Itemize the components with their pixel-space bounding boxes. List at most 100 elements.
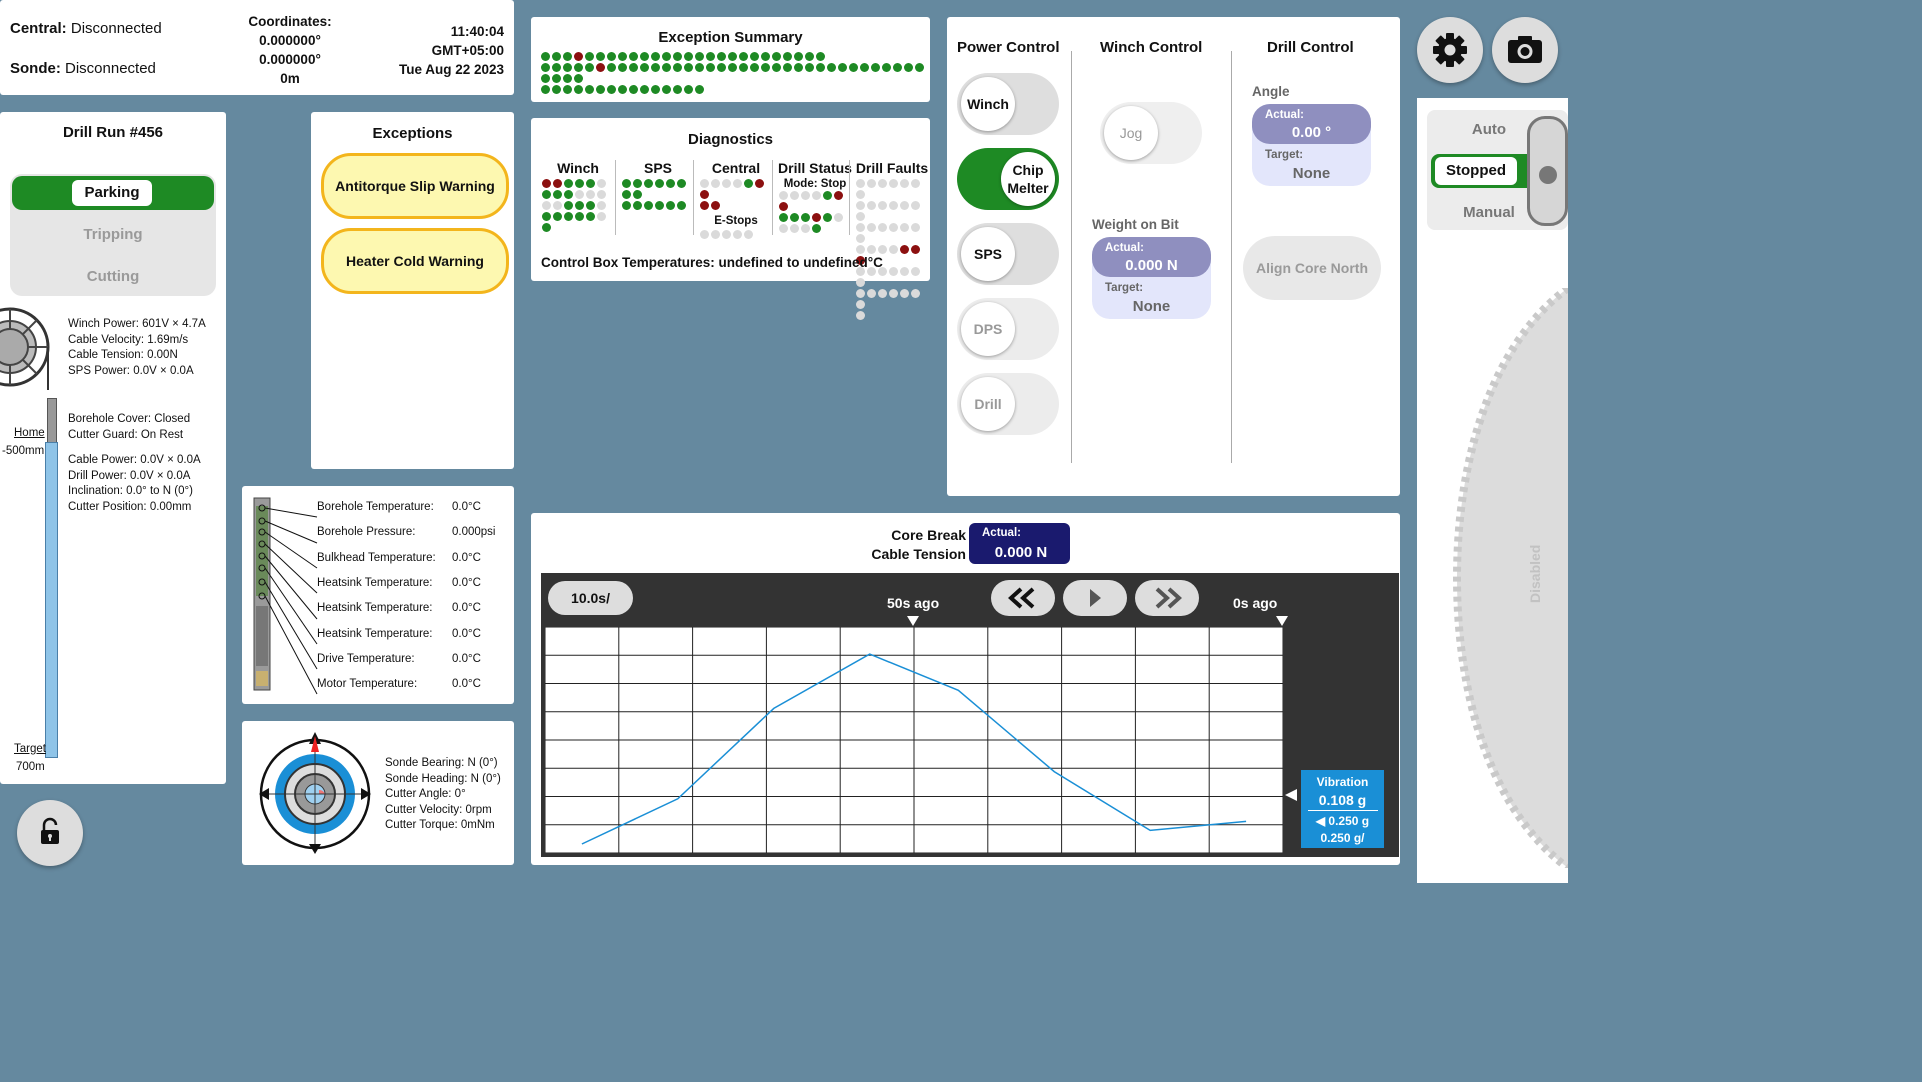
mode-switch[interactable]: Auto Stopped Manual [1427,110,1568,230]
exception-antitorque-slip[interactable]: Antitorque Slip Warning [321,153,509,219]
status-dot [575,179,584,188]
status-dot [867,267,876,276]
status-dot [596,52,605,61]
settings-button[interactable] [1417,17,1483,83]
status-dot-row [541,211,617,222]
status-dot [597,179,606,188]
status-dot [900,245,909,254]
winch-jog-toggle[interactable]: Jog [1100,102,1202,164]
status-dot [655,179,664,188]
status-dot-row [540,51,930,62]
fast-forward-button[interactable] [1135,580,1199,616]
status-dot [542,201,551,210]
diagnostics-column-label: Drill Faults [855,160,929,176]
exception-summary-dots[interactable] [540,51,930,95]
status-dot [564,212,573,221]
power-winch-toggle[interactable]: Winch [957,73,1059,135]
status-dot [856,179,865,188]
status-dot [911,245,920,254]
power-drill-toggle[interactable]: Drill [957,373,1059,435]
status-dot [695,52,704,61]
lock-icon [41,817,59,844]
status-dot [856,223,865,232]
mode-slider[interactable] [1527,116,1568,226]
status-dot [856,234,865,243]
status-dot [779,191,788,200]
e-stops-label: E-Stops [714,215,758,227]
mode-cutting[interactable]: Cutting [86,268,140,285]
status-dot [856,311,865,320]
diagnostics-column[interactable]: SPS [619,160,697,211]
drill-run-title: Drill Run #456 [62,124,164,141]
status-dot [542,179,551,188]
status-dot [878,201,887,210]
time-scale-button[interactable]: 10.0s/ [548,581,633,615]
sensor-row: Heatsink Temperature: 0.0°C [317,577,481,589]
divider [1231,51,1232,463]
sensors-panel: Borehole Temperature: 0.0°C Borehole Pres… [242,486,514,704]
power-control-title: Power Control [957,39,1060,56]
status-dot [553,212,562,221]
status-dot [666,179,675,188]
diagnostics-column[interactable]: Winch [539,160,617,233]
power-chip-melter-toggle[interactable]: Chip Melter [957,148,1059,210]
divider [615,160,616,235]
status-dot [717,63,726,72]
status-dot [867,223,876,232]
status-dot [695,85,704,94]
mode-stopped[interactable]: Stopped [1435,157,1517,185]
mode-manual[interactable]: Manual [1463,204,1515,221]
status-dot [739,63,748,72]
status-dot [644,201,653,210]
rewind-button[interactable] [991,580,1055,616]
mode-tripping[interactable]: Tripping [83,226,143,243]
status-dot [733,230,742,239]
status-dot [662,85,671,94]
plot-area[interactable] [545,627,1283,853]
status-dot [629,52,638,61]
divider [693,160,694,235]
status-dot [722,179,731,188]
diagnostics-column[interactable]: Drill Faults [853,160,931,321]
status-dot [856,190,865,199]
status-dot [779,213,788,222]
diagnostics-column[interactable]: Central E-Stops [697,160,775,240]
align-core-north-button[interactable]: Align Core North [1243,236,1381,300]
diagnostics-column[interactable]: Drill Status Mode: Stop [776,160,854,234]
play-button[interactable] [1063,580,1127,616]
power-sps-toggle[interactable]: SPS [957,223,1059,285]
mode-auto[interactable]: Auto [1471,121,1507,138]
status-dot [622,201,631,210]
divider [772,160,773,235]
status-dot [586,179,595,188]
home-depth: -500mm [2,445,45,457]
drill-status-mode: Mode: Stop [783,178,847,190]
status-dot-row [699,200,775,211]
status-dot [700,230,709,239]
status-dot [871,63,880,72]
status-dot [618,85,627,94]
angle-actual: 0.00 ° [1291,124,1332,141]
status-dot [812,191,821,200]
double-chevron-left-icon [1008,587,1035,609]
exception-summary-title: Exception Summary [658,29,803,46]
status-dot [607,63,616,72]
status-dot [585,52,594,61]
status-dot-row [621,178,697,200]
cable-tension-actual-box: Actual: 0.000 N [969,523,1070,564]
status-dot [805,63,814,72]
weight-on-bit-box: Actual: 0.000 N Target: None [1092,237,1211,319]
status-dot [607,85,616,94]
weight-on-bit-target: None [1132,298,1171,315]
borehole-column [45,442,58,758]
status-dot [860,63,869,72]
lock-button[interactable] [17,800,83,866]
power-dps-toggle[interactable]: DPS [957,298,1059,360]
status-dot [651,63,660,72]
exception-heater-cold[interactable]: Heater Cold Warning [321,228,509,294]
status-dot [574,74,583,83]
mode-parking[interactable]: Parking [72,180,152,206]
drill-mode-selector[interactable]: Parking Tripping Cutting [10,174,216,296]
status-dot [882,63,891,72]
camera-button[interactable] [1492,17,1558,83]
